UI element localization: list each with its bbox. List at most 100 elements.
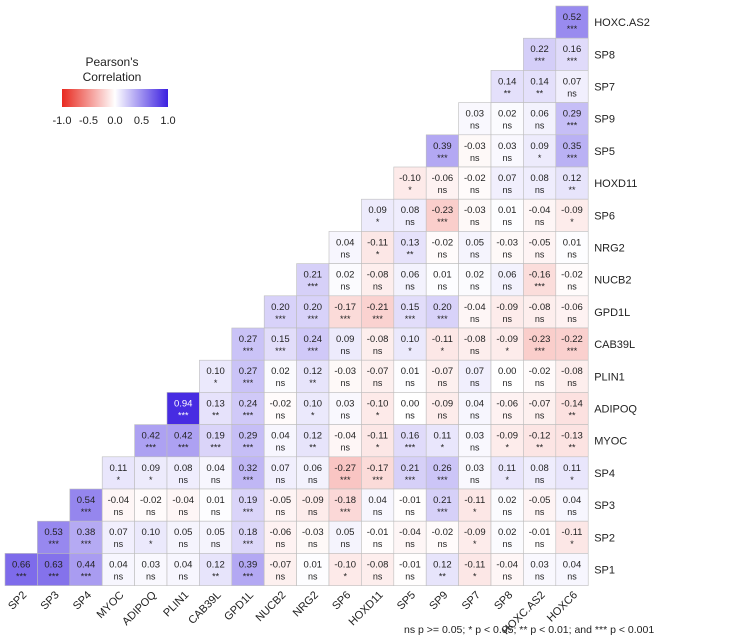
cell-significance: ns bbox=[535, 249, 545, 259]
cell-significance: ns bbox=[211, 507, 221, 517]
cell-significance: *** bbox=[405, 314, 416, 324]
cell-value: 0.54 bbox=[77, 495, 96, 506]
heatmap-cell: 0.20*** bbox=[263, 295, 297, 329]
cell-significance: ns bbox=[535, 571, 545, 581]
cell-value: -0.01 bbox=[529, 527, 551, 538]
cell-significance: *** bbox=[534, 56, 545, 66]
cell-value: 0.01 bbox=[206, 495, 225, 506]
cell-significance: ns bbox=[178, 571, 188, 581]
cell-value: 0.07 bbox=[109, 527, 128, 538]
legend-title-line1: Pearson's bbox=[86, 55, 139, 69]
heatmap-cell: 0.66*** bbox=[4, 553, 38, 586]
cell-value: -0.02 bbox=[561, 270, 583, 281]
cell-significance: * bbox=[505, 443, 509, 453]
cell-value: 0.10 bbox=[401, 334, 420, 345]
cell-significance: ns bbox=[470, 378, 480, 388]
cell-value: 0.02 bbox=[498, 495, 517, 506]
cell-value: -0.18 bbox=[334, 495, 356, 506]
cell-value: 0.13 bbox=[206, 398, 225, 409]
cell-significance: *** bbox=[567, 153, 578, 163]
cell-value: 0.21 bbox=[401, 463, 420, 474]
cell-significance: ns bbox=[502, 314, 512, 324]
cell-significance: ns bbox=[114, 571, 124, 581]
cell-value: 0.04 bbox=[563, 495, 582, 506]
cell-color bbox=[328, 520, 362, 554]
cell-color bbox=[101, 520, 135, 554]
cell-color bbox=[199, 553, 233, 586]
row-label: SP4 bbox=[594, 468, 615, 480]
heatmap-cell: 0.18*** bbox=[231, 520, 265, 554]
cell-color bbox=[523, 166, 557, 200]
cell-value: 0.02 bbox=[498, 527, 517, 538]
cell-color bbox=[490, 520, 524, 554]
cell-value: -0.03 bbox=[464, 141, 486, 152]
cell-color bbox=[166, 488, 200, 522]
cell-significance: * bbox=[473, 539, 477, 549]
cell-significance: ns bbox=[535, 121, 545, 131]
cell-color bbox=[4, 553, 38, 586]
column-label: PLIN1 bbox=[161, 589, 191, 619]
cell-significance: ns bbox=[502, 539, 512, 549]
cell-value: 0.08 bbox=[174, 463, 193, 474]
column-label: NRG2 bbox=[291, 589, 321, 619]
cell-value: 0.24 bbox=[304, 334, 323, 345]
heatmap-cell: 0.22*** bbox=[523, 37, 557, 71]
heatmap-cell: 0.10* bbox=[296, 392, 330, 425]
cell-significance: ns bbox=[114, 507, 124, 517]
cell-value: 0.06 bbox=[530, 109, 549, 120]
heatmap-cell: 0.20*** bbox=[296, 295, 330, 329]
cell-significance: * bbox=[570, 475, 574, 485]
cell-color bbox=[37, 520, 71, 554]
heatmap-cell: 0.12** bbox=[296, 424, 330, 458]
cell-significance: * bbox=[311, 410, 315, 420]
row-label: NRG2 bbox=[594, 243, 625, 255]
cell-color bbox=[523, 553, 557, 586]
cell-color bbox=[296, 553, 330, 586]
cell-color bbox=[490, 70, 524, 103]
cell-color bbox=[296, 424, 330, 458]
cell-value: 0.05 bbox=[336, 527, 355, 538]
cell-significance: * bbox=[408, 346, 412, 356]
heatmap-cell: 0.38*** bbox=[69, 520, 103, 554]
cell-significance: ns bbox=[340, 410, 350, 420]
cell-color bbox=[555, 488, 589, 522]
cell-value: 0.04 bbox=[368, 495, 387, 506]
cell-significance: *** bbox=[534, 346, 545, 356]
cell-value: -0.09 bbox=[302, 495, 324, 506]
cell-significance: *** bbox=[243, 378, 254, 388]
cell-significance: ns bbox=[502, 378, 512, 388]
cell-significance: ns bbox=[470, 475, 480, 485]
heatmap-cell: 0.16*** bbox=[393, 424, 427, 458]
cell-value: -0.07 bbox=[432, 366, 454, 377]
cell-value: 0.05 bbox=[206, 527, 225, 538]
cell-value: 0.08 bbox=[530, 173, 549, 184]
heatmap-cell: 0.12** bbox=[425, 553, 459, 586]
cell-color bbox=[231, 359, 265, 393]
cell-significance: ns bbox=[373, 282, 383, 292]
heatmap-cell: -0.11* bbox=[361, 231, 395, 264]
cell-significance: *** bbox=[243, 346, 254, 356]
cell-color bbox=[393, 263, 427, 297]
heatmap-cell: 0.39*** bbox=[425, 134, 459, 168]
cell-color bbox=[458, 488, 492, 522]
cell-value: 0.35 bbox=[563, 141, 582, 152]
cell-significance: ns bbox=[470, 314, 480, 324]
